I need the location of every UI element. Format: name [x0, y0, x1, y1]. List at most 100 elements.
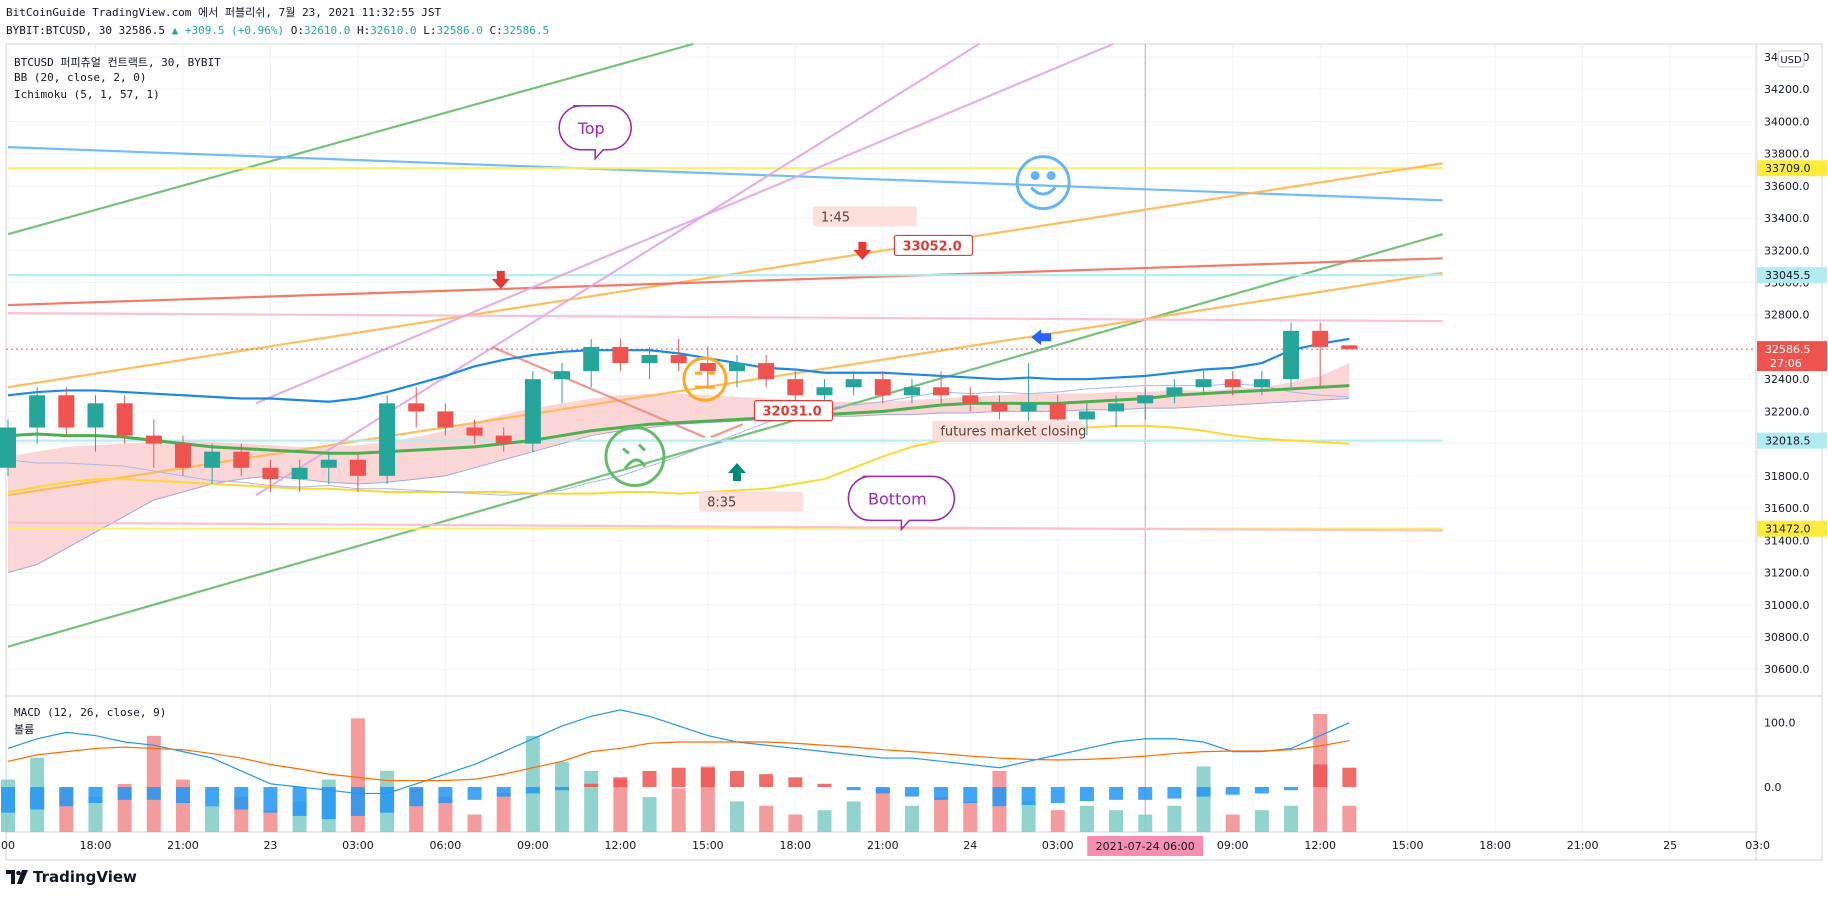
macd-histogram-bar: [59, 787, 74, 807]
green-trendline-upper: [7, 42, 694, 236]
price-badge-countdown: 27:06: [1770, 357, 1802, 370]
label-box: [753, 399, 834, 422]
volume-bar: [1021, 801, 1036, 832]
time-tick: 21:00: [1567, 839, 1599, 852]
macd-histogram-bar: [263, 787, 278, 813]
macd-histogram-bar: [1313, 764, 1328, 787]
volume-bar: [555, 762, 570, 832]
violet-trendline-left: [255, 43, 980, 497]
last-price: 32586.5: [118, 24, 165, 37]
ohlc-header: BYBIT:BTCUSD, 30 32586.5 ▲ +309.5 (+0.96…: [6, 24, 549, 37]
high-value: 32610.0: [370, 24, 417, 37]
volume-bar: [496, 792, 511, 832]
price-badge: [1757, 432, 1827, 449]
candle-body: [437, 411, 454, 428]
macd-histogram-bar: [117, 787, 132, 800]
macd-histogram-bar: [30, 787, 45, 810]
bb-lower: [7, 383, 1350, 496]
candle-body: [699, 363, 716, 372]
legend-ichimoku[interactable]: Ichimoku (5, 1, 57, 1): [14, 88, 160, 101]
macd-histogram-bar: [1079, 787, 1094, 802]
time-tick: 06:00: [430, 839, 462, 852]
label-box: [812, 206, 917, 227]
face-outline: [1015, 155, 1071, 211]
time-tick: 24: [963, 839, 977, 852]
volume-bar: [1342, 805, 1357, 832]
macd-histogram-bar: [88, 787, 103, 804]
label-33052-text: 33052.0: [902, 239, 961, 254]
volume-bar: [963, 801, 978, 832]
candle-body: [903, 387, 920, 396]
macd-histogram-bar: [496, 787, 511, 797]
candle-body: [495, 435, 512, 444]
macd-histogram-bar: [1109, 787, 1124, 800]
blue-trendline: [7, 146, 1443, 202]
close-label: C:: [489, 24, 503, 37]
candle-body: [291, 467, 308, 480]
macd-histogram-bar: [321, 787, 336, 820]
price-badge-value: 32018.5: [1765, 435, 1811, 448]
volume-bar: [467, 814, 482, 832]
bubble-shape: [847, 475, 956, 532]
macd-histogram-bar: [817, 783, 832, 787]
volume-bar: [788, 814, 803, 832]
time-tick: 15:00: [692, 839, 724, 852]
candle-body: [87, 403, 104, 428]
price-tick: 33600.0: [1764, 180, 1810, 193]
volume-bar: [1225, 814, 1240, 832]
candle-body: [145, 435, 162, 444]
price-tick: 31200.0: [1764, 567, 1810, 580]
volume-bar: [1138, 814, 1153, 832]
unhappy-face-icon: [604, 426, 666, 488]
candle-body: [466, 427, 483, 436]
candle-body: [758, 363, 775, 380]
volume-bar: [1196, 766, 1211, 832]
macd-histogram-bar: [1196, 787, 1211, 797]
price-tick: 31800.0: [1764, 470, 1810, 483]
price-tick: 32800.0: [1764, 309, 1810, 322]
volume-bar: [817, 810, 832, 832]
volume-bar: [525, 735, 540, 832]
ichimoku-base-line: [7, 384, 1350, 455]
face-outline: [682, 356, 728, 402]
macd-histogram-bar: [350, 787, 365, 816]
time-tick: 03:0: [1745, 839, 1770, 852]
price-tick: 32200.0: [1764, 405, 1810, 418]
price-tick: 34000.0: [1764, 115, 1810, 128]
candle-body: [349, 459, 366, 476]
tradingview-logo[interactable]: TradingView: [6, 868, 137, 886]
candle-body: [320, 459, 337, 468]
price-axis: 30600.0 30800.0 31000.0 31200.0 31400.0 31600…: [1757, 50, 1827, 794]
legend-symbol[interactable]: BTCUSD 퍼피츄얼 컨트랙트, 30, BYBIT: [14, 56, 221, 69]
macd-histogram-bar: [234, 787, 249, 810]
legend-volume[interactable]: 볼륨: [14, 723, 35, 736]
time-tick: 18:00: [1479, 839, 1511, 852]
volume-bar: [642, 797, 657, 832]
candle-body: [408, 403, 425, 412]
low-value: 32586.0: [436, 24, 483, 37]
candle-body: [0, 427, 16, 468]
top-callout-text: Top: [577, 119, 605, 138]
face-outline: [604, 426, 666, 488]
legend-bb[interactable]: BB (20, close, 2, 0): [14, 71, 147, 84]
macd-histogram-bar: [1167, 787, 1182, 799]
ichimoku-span-b: [7, 398, 1350, 574]
price-tick: 32400.0: [1764, 373, 1810, 386]
time-145: 1:45: [812, 206, 917, 227]
candle-body: [1166, 387, 1183, 396]
candle-body: [174, 443, 191, 468]
projection-up: [710, 423, 744, 439]
candle-body: [991, 403, 1008, 412]
macd-histogram-bar: [1050, 787, 1065, 804]
buy-arrow: [728, 462, 746, 481]
candle-body: [1049, 403, 1066, 420]
pink-level-bottom: [7, 521, 1443, 532]
price-tick: 30800.0: [1764, 631, 1810, 644]
sell-arrow-right: [853, 241, 872, 260]
candle-body: [787, 379, 804, 396]
legend-macd[interactable]: MACD (12, 26, close, 9): [14, 706, 167, 719]
macd-histogram-bar: [584, 783, 599, 787]
red-trendline: [7, 257, 1443, 307]
time-tick: 23: [263, 839, 277, 852]
